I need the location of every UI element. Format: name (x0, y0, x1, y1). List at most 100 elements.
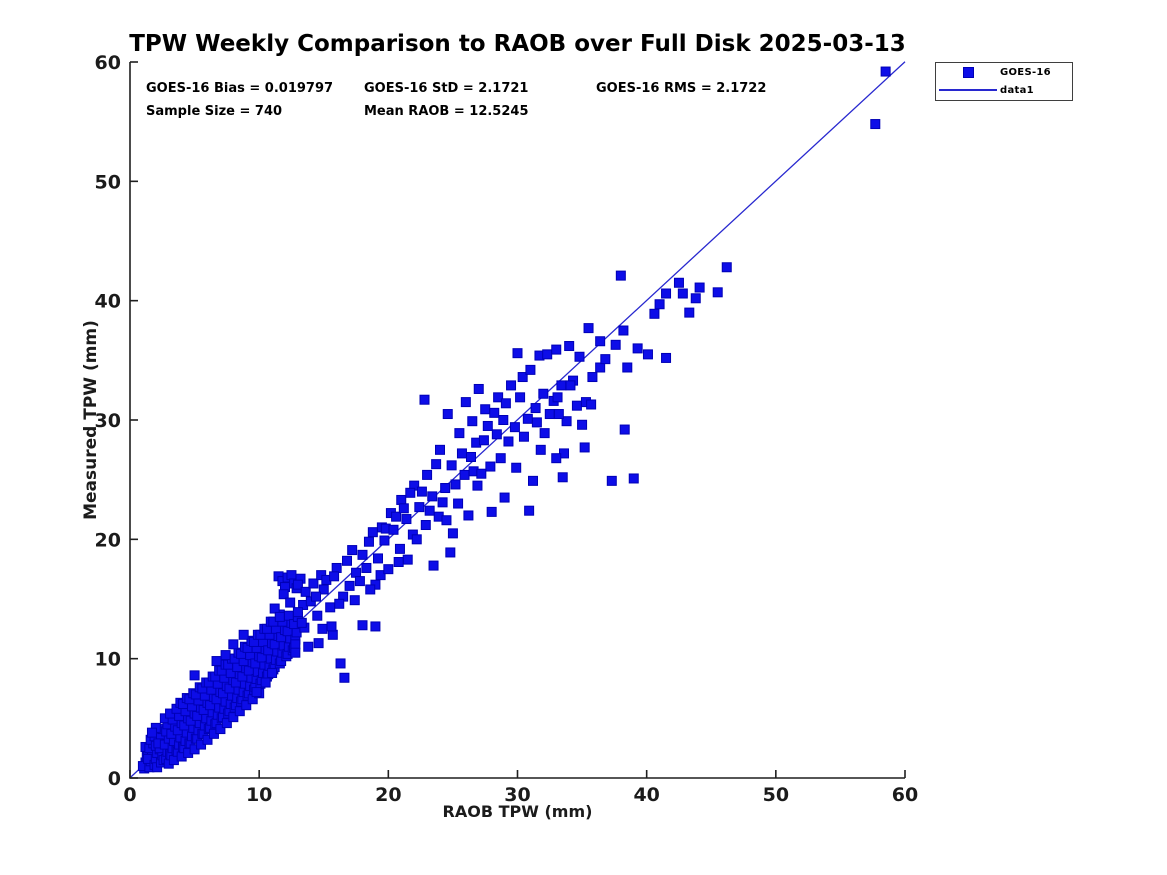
scatter-point (363, 536, 374, 547)
scatter-point (391, 511, 402, 522)
stat-sample-size-text: Sample Size = 740 (146, 104, 283, 119)
scatter-point (241, 700, 252, 711)
scatter-point (587, 372, 598, 383)
scatter-point (690, 293, 701, 304)
scatter-point (274, 611, 285, 622)
scatter-point (238, 629, 249, 640)
scatter-point (393, 557, 404, 568)
scatter-point (435, 444, 445, 455)
scatter-point (615, 270, 626, 281)
stat-std-text: GOES-16 StD = 2.1721 (364, 81, 529, 96)
scatter-point (571, 400, 582, 411)
scatter-point (357, 620, 368, 631)
scatter-point (579, 442, 590, 453)
scatter-point (491, 429, 502, 440)
scatter-point (211, 656, 222, 667)
scatter-point (220, 650, 231, 661)
scatter-point (251, 687, 262, 698)
scatter-point (292, 607, 303, 618)
scatter-point (721, 262, 732, 273)
scatter-point (339, 672, 350, 683)
scatter-point (290, 639, 301, 650)
scatter-point (673, 277, 684, 288)
scatter-point (622, 362, 633, 373)
scatter-point (512, 348, 523, 359)
scatter-point (467, 416, 478, 427)
scatter-point (396, 494, 407, 505)
scatter-point (586, 399, 597, 410)
scatter-point (619, 424, 630, 435)
scatter-point (556, 380, 567, 391)
scatter-point (228, 639, 239, 650)
scatter-point (402, 554, 413, 565)
scatter-point (476, 468, 487, 479)
x-tick-label: 60 (892, 784, 918, 806)
y-tick-label: 30 (95, 410, 121, 432)
scatter-point (260, 677, 271, 688)
scatter-point (278, 589, 289, 600)
stat-bias-text: GOES-16 Bias = 0.019797 (146, 81, 334, 96)
legend-label-data1: data1 (1000, 84, 1034, 96)
scatter-point (565, 380, 576, 391)
scatter-point (531, 417, 542, 428)
scatter-point (405, 487, 416, 498)
scatter-point (313, 638, 324, 649)
scatter-point (347, 545, 358, 556)
scatter-point (283, 610, 294, 621)
scatter-point (351, 567, 362, 578)
scatter-point (420, 520, 431, 531)
scatter-point (870, 119, 881, 130)
y-tick-label: 60 (95, 52, 121, 74)
scatter-point (459, 469, 470, 480)
scatter-point (515, 392, 526, 403)
scatter-point (447, 528, 458, 539)
scatter-point (370, 621, 381, 632)
scatter-point (202, 734, 213, 745)
scatter-point (606, 475, 617, 486)
scatter-point (388, 524, 399, 535)
scatter-point (524, 505, 535, 516)
scatter-point (480, 404, 491, 415)
scatter-point (542, 349, 553, 360)
chart-title: TPW Weekly Comparison to RAOB over Full … (129, 31, 906, 57)
x-tick-label: 20 (375, 784, 401, 806)
scatter-point (427, 491, 438, 502)
scatter-point (649, 308, 660, 319)
scatter-point (267, 667, 278, 678)
scatter-point (463, 510, 474, 521)
y-axis-label: Measured TPW (mm) (81, 320, 101, 520)
scatter-point (518, 431, 529, 442)
scatter-point (684, 307, 695, 318)
y-tick-label: 50 (95, 171, 121, 193)
scatter-point (453, 498, 464, 509)
scatter-point (269, 603, 280, 614)
scatter-point (553, 409, 564, 420)
scatter-point (495, 453, 506, 464)
scatter-point (522, 413, 533, 424)
scatter-point (416, 486, 427, 497)
scatter-point (383, 564, 394, 575)
x-axis-label: RAOB TPW (mm) (442, 802, 593, 821)
stat-rms-text: GOES-16 RMS = 2.1722 (596, 81, 767, 96)
scatter-point (517, 372, 528, 383)
scatter-point (632, 343, 643, 354)
scatter-point (511, 462, 522, 473)
scatter-point (428, 560, 439, 571)
line-swatch-icon (939, 89, 997, 92)
scatter-point (365, 584, 376, 595)
scatter-point (379, 535, 390, 546)
scatter-point (398, 503, 409, 514)
scatter-point (286, 570, 297, 581)
scatter-point (600, 354, 611, 365)
scatter-point (557, 472, 568, 483)
scatter-point (610, 339, 621, 350)
scatter-point (344, 580, 355, 591)
scatter-point (285, 597, 296, 608)
scatter-point (290, 647, 301, 658)
scatter-point (361, 562, 372, 573)
legend-box: GOES-16 data1 (935, 62, 1073, 101)
scatter-point (509, 422, 520, 433)
scatter-point (450, 479, 461, 490)
